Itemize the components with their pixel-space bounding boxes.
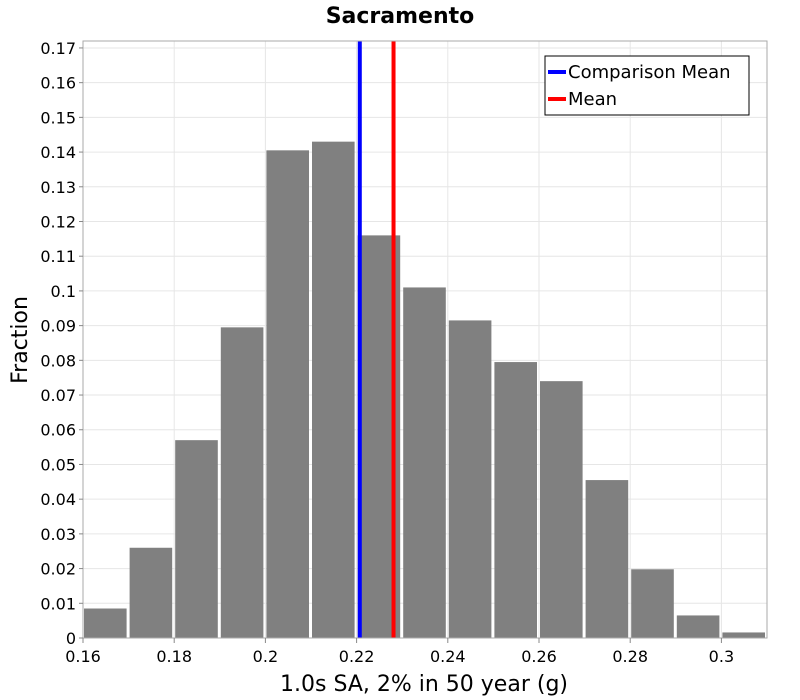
- histogram-bar: [494, 362, 537, 638]
- y-tick-label: 0.06: [40, 421, 76, 440]
- x-tick-label: 0.26: [521, 647, 557, 666]
- legend-label-comparison-mean: Comparison Mean: [568, 62, 731, 83]
- x-axis-label: 1.0s SA, 2% in 50 year (g): [280, 672, 568, 697]
- x-tick-label: 0.28: [612, 647, 648, 666]
- histogram-bar: [448, 320, 492, 638]
- y-tick-label: 0.1: [51, 282, 76, 301]
- histogram-bar: [175, 440, 218, 638]
- x-tick-label: 0.24: [430, 647, 466, 666]
- histogram-bar: [312, 141, 355, 638]
- y-tick-label: 0.02: [40, 560, 76, 579]
- x-axis-ticks: 0.16 0.18 0.2 0.22 0.24 0.26 0.28 0.3: [65, 638, 734, 666]
- y-tick-label: 0.01: [40, 594, 76, 613]
- y-axis-ticks: 0 0.01 0.02 0.03 0.04 0.05 0.06 0.07 0.08 0.09 0.1…: [40, 39, 83, 648]
- y-tick-label: 0.13: [40, 178, 76, 197]
- y-tick-label: 0.14: [40, 143, 76, 162]
- histogram-bar: [129, 547, 173, 638]
- legend-label-mean: Mean: [568, 89, 617, 110]
- y-tick-label: 0.12: [40, 212, 76, 231]
- y-tick-label: 0.05: [40, 455, 76, 474]
- y-tick-label: 0.07: [40, 386, 76, 405]
- x-tick-label: 0.16: [65, 647, 101, 666]
- histogram-bar: [631, 569, 674, 638]
- y-tick-label: 0.04: [40, 490, 76, 509]
- y-tick-label: 0.11: [40, 247, 76, 266]
- y-tick-label: 0.17: [40, 39, 76, 58]
- legend-box: [544, 55, 750, 116]
- x-tick-label: 0.2: [253, 647, 278, 666]
- histogram-bar: [722, 632, 765, 638]
- bars: [84, 141, 765, 639]
- y-tick-label: 0.09: [40, 317, 76, 336]
- plot-frame: [82, 40, 768, 639]
- y-tick-label: 0.16: [40, 74, 76, 93]
- histogram-bar: [220, 327, 264, 638]
- histogram-bar: [585, 480, 629, 638]
- legend: Comparison Mean Mean: [544, 55, 750, 116]
- histogram-bar: [676, 615, 720, 638]
- x-tick-label: 0.18: [156, 647, 192, 666]
- histogram-bar: [84, 608, 127, 638]
- x-tick-label: 0.22: [339, 647, 375, 666]
- y-tick-label: 0: [66, 629, 76, 648]
- histogram-bar: [266, 150, 309, 639]
- y-tick-label: 0.08: [40, 351, 76, 370]
- chart-title: Sacramento: [326, 4, 475, 29]
- y-tick-label: 0.03: [40, 525, 76, 544]
- histogram-bar: [540, 381, 583, 638]
- y-tick-label: 0.15: [40, 108, 76, 127]
- x-tick-label: 0.3: [709, 647, 734, 666]
- histogram-bar: [403, 287, 446, 638]
- y-axis-label: Fraction: [8, 296, 33, 384]
- mean-lines: [357, 41, 396, 638]
